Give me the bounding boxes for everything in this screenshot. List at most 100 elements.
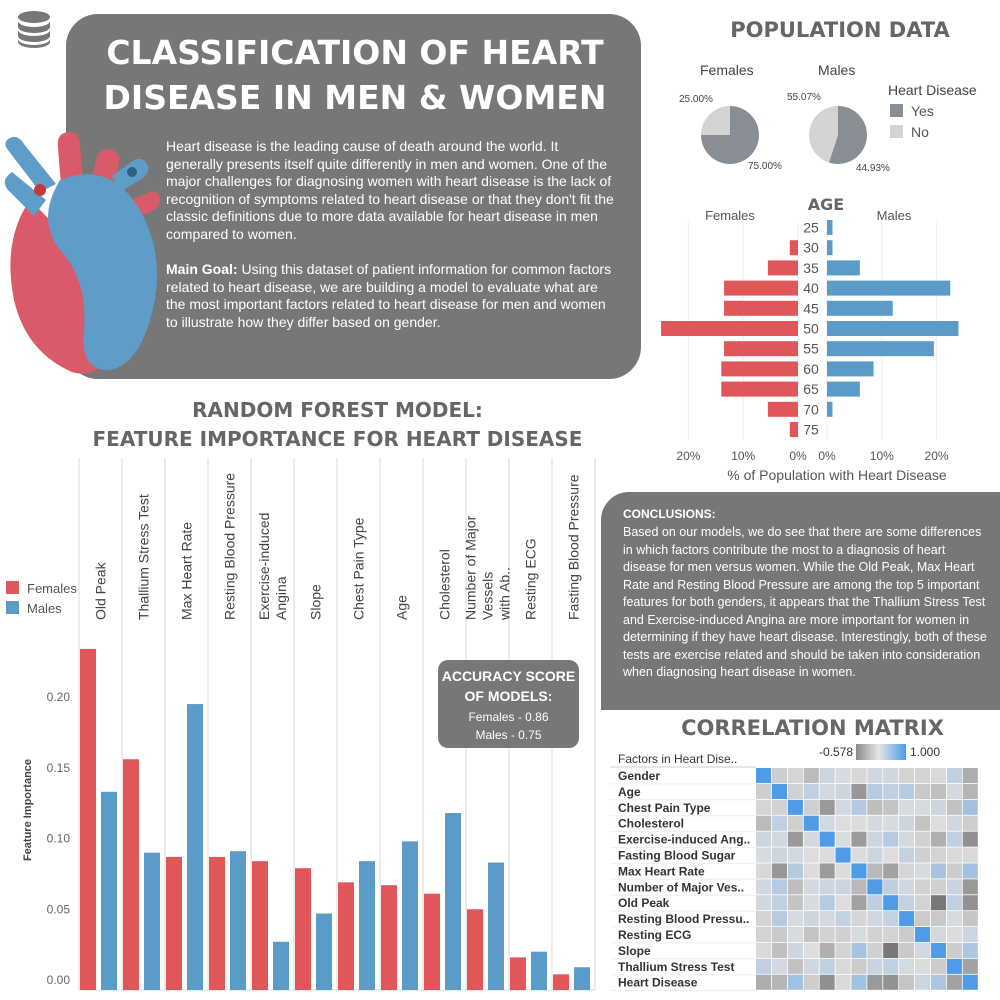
corr-cell bbox=[771, 958, 787, 974]
rf-category-label: Old Peak bbox=[93, 561, 109, 620]
rf-chart-title: RANDOM FOREST MODEL: FEATURE IMPORTANCE F… bbox=[40, 396, 635, 454]
corr-cell bbox=[819, 783, 835, 799]
legend-no-label: No bbox=[911, 124, 929, 140]
corr-cell bbox=[915, 942, 931, 958]
corr-cell bbox=[930, 927, 946, 943]
age-x-axis-label: % of Population with Heart Disease bbox=[727, 467, 947, 483]
corr-cell bbox=[867, 863, 883, 879]
legend-males-swatch bbox=[6, 601, 19, 614]
corr-cell bbox=[756, 974, 772, 990]
rf-bar-males bbox=[144, 852, 160, 990]
corr-cell bbox=[835, 783, 851, 799]
corr-cell bbox=[930, 895, 946, 911]
rf-category-label: Chest Pain Type bbox=[351, 517, 367, 620]
corr-cell bbox=[883, 974, 899, 990]
corr-cell bbox=[771, 783, 787, 799]
rf-y-tick: 0.00 bbox=[47, 973, 71, 987]
corr-cell bbox=[819, 942, 835, 958]
legend-yes-label: Yes bbox=[911, 103, 934, 119]
corr-cell bbox=[930, 783, 946, 799]
population-pies bbox=[701, 106, 867, 164]
corr-cell bbox=[962, 927, 978, 943]
rf-bar-females bbox=[338, 882, 354, 990]
pie-slice-males-no bbox=[809, 106, 838, 163]
corr-cell bbox=[962, 974, 978, 990]
corr-cell bbox=[867, 927, 883, 943]
corr-cell bbox=[899, 783, 915, 799]
rf-bar-females bbox=[166, 856, 182, 990]
legend-females-swatch bbox=[6, 581, 19, 594]
corr-cell bbox=[930, 768, 946, 784]
corr-cell bbox=[851, 783, 867, 799]
age-category-label: 45 bbox=[803, 300, 819, 316]
conclusions-text: Based on our models, we do see that ther… bbox=[623, 525, 987, 679]
corr-cell bbox=[803, 895, 819, 911]
rf-bar-females bbox=[381, 885, 397, 990]
corr-cell bbox=[803, 831, 819, 847]
accuracy-title: ACCURACY SCORE OF MODELS: bbox=[441, 668, 576, 704]
corr-cell bbox=[946, 847, 962, 863]
corr-cell bbox=[899, 958, 915, 974]
heart-illustration bbox=[4, 132, 160, 374]
age-bar-males-55 bbox=[827, 341, 934, 357]
corr-cell bbox=[819, 895, 835, 911]
corr-cell bbox=[962, 942, 978, 958]
corr-cell bbox=[819, 863, 835, 879]
corr-cell bbox=[915, 927, 931, 943]
corr-cell bbox=[835, 879, 851, 895]
accuracy-box bbox=[438, 660, 579, 748]
corr-cell bbox=[915, 815, 931, 831]
corr-cell bbox=[803, 879, 819, 895]
rf-y-tick: 0.05 bbox=[47, 902, 71, 916]
legend-yes: Yes bbox=[890, 103, 934, 119]
corr-cell bbox=[883, 799, 899, 815]
rf-category-label: Cholesterol bbox=[437, 549, 453, 620]
pie-pct-females-no: 25.00% bbox=[679, 94, 713, 105]
corr-cell bbox=[946, 783, 962, 799]
corr-cell bbox=[819, 799, 835, 815]
corr-cell bbox=[787, 768, 803, 784]
corr-cell bbox=[899, 895, 915, 911]
corr-cell bbox=[946, 831, 962, 847]
age-bar-females-40 bbox=[724, 280, 798, 296]
rf-category-label: Angina bbox=[273, 576, 289, 620]
conclusions-label: CONCLUSIONS: bbox=[623, 507, 716, 521]
corr-cell bbox=[819, 974, 835, 990]
corr-row-label: Thallium Stress Test bbox=[618, 960, 734, 974]
age-category-label: 75 bbox=[803, 422, 819, 438]
rf-category-label: Thallium Stress Test bbox=[136, 494, 152, 620]
corr-cell bbox=[899, 911, 915, 927]
age-bar-males-25 bbox=[827, 220, 833, 235]
corr-cell bbox=[899, 974, 915, 990]
corr-cell bbox=[787, 799, 803, 815]
age-category-label: 30 bbox=[803, 240, 819, 256]
corr-cell bbox=[803, 815, 819, 831]
pie-slice-females-no bbox=[701, 106, 730, 135]
corr-cell bbox=[771, 768, 787, 784]
corr-cell bbox=[803, 911, 819, 927]
corr-cell bbox=[835, 958, 851, 974]
corr-cell bbox=[819, 768, 835, 784]
corr-cell bbox=[803, 768, 819, 784]
corr-cell bbox=[930, 911, 946, 927]
corr-cell bbox=[756, 831, 772, 847]
corr-cell bbox=[835, 863, 851, 879]
pie-label-females: Females bbox=[700, 62, 754, 78]
corr-cell bbox=[930, 799, 946, 815]
rf-category-label: Fasting Blood Pressure bbox=[566, 474, 582, 620]
corr-cell bbox=[883, 831, 899, 847]
corr-cell bbox=[803, 927, 819, 943]
corr-cell bbox=[946, 958, 962, 974]
corr-cell bbox=[851, 942, 867, 958]
age-bar-males-45 bbox=[827, 300, 893, 316]
age-bar-males-35 bbox=[827, 260, 860, 276]
rf-category-label: with Ab.. bbox=[497, 567, 513, 621]
age-category-label: 55 bbox=[803, 341, 819, 357]
rf-category-label: Exercise-induced bbox=[256, 513, 272, 620]
corr-cell bbox=[867, 911, 883, 927]
pie-label-males: Males bbox=[818, 62, 856, 78]
corr-cell bbox=[962, 783, 978, 799]
legend-males: Males bbox=[6, 601, 62, 616]
corr-cell bbox=[835, 911, 851, 927]
rf-title-line2: FEATURE IMPORTANCE FOR HEART DISEASE bbox=[92, 427, 583, 451]
